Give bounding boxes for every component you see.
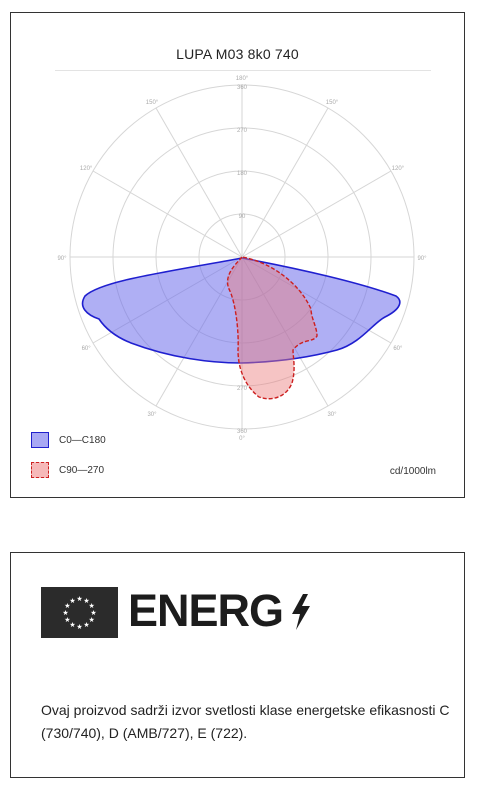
angle-label: 120°	[80, 166, 93, 172]
grid-spoke-300	[92, 170, 243, 258]
lightning-bolt-icon	[292, 594, 310, 630]
angle-label: 60°	[82, 346, 92, 352]
angle-label: 90°	[57, 256, 67, 262]
grid-spoke-60	[241, 170, 392, 258]
eu-star-icon: ★	[88, 602, 94, 610]
eu-star-icon: ★	[69, 621, 75, 629]
energy-efficiency-description: Ovaj proizvod sadrži izvor svetlosti kla…	[41, 702, 450, 741]
angle-label: 120°	[392, 166, 405, 172]
series-c90-270-curve	[226, 256, 318, 400]
angle-label: 180°	[236, 76, 249, 82]
radial-tick-label: 270	[237, 128, 248, 134]
eu-star-icon: ★	[64, 602, 70, 610]
angle-label: 150°	[146, 100, 159, 106]
eu-star-icon: ★	[88, 616, 94, 624]
radial-tick-label: 360	[237, 85, 248, 91]
eu-flag-icon: ★ ★ ★ ★ ★ ★ ★ ★ ★ ★ ★ ★	[41, 587, 118, 638]
eu-star-icon: ★	[76, 623, 82, 631]
polar-diagram-card: LUPA M03 8k0 740 90 180 270 270 360 360 180° 15…	[10, 12, 465, 498]
angle-label: 90°	[417, 256, 427, 262]
energy-logo-text: ENERG	[128, 585, 284, 636]
angle-label: 30°	[147, 412, 157, 418]
angle-label: 60°	[393, 346, 403, 352]
radial-tick-label: 180	[237, 171, 248, 177]
angle-label: 30°	[327, 412, 337, 418]
legend-swatch-c0	[31, 432, 49, 448]
grid-spoke-330	[155, 107, 243, 258]
radial-tick-label: 90	[239, 214, 246, 220]
grid-spoke-30	[241, 107, 329, 258]
legend-item-c90: C90—270	[31, 460, 104, 480]
legend-item-c0: C0—C180	[31, 430, 106, 450]
eu-star-icon: ★	[83, 621, 89, 629]
eu-star-icon: ★	[76, 595, 82, 603]
series-c0-c180-curve	[81, 257, 401, 364]
eu-star-icon: ★	[64, 616, 70, 624]
eu-star-icon: ★	[62, 609, 68, 617]
units-label: cd/1000lm	[389, 466, 436, 477]
polar-title: LUPA M03 8k0 740	[176, 46, 299, 62]
radial-tick-label: 360	[237, 429, 248, 435]
eu-star-icon: ★	[69, 597, 75, 605]
polar-chart: 90 180 270 270 360 360 180° 150° 150° 120° 120° 90°…	[57, 76, 427, 442]
energy-label-card: ★ ★ ★ ★ ★ ★ ★ ★ ★ ★ ★ ★ ENERG Ovaj proizvod sadrži …	[10, 552, 465, 778]
angle-label: 0°	[239, 436, 245, 442]
radial-tick-label: 270	[237, 386, 248, 392]
angle-label: 150°	[326, 100, 339, 106]
legend-swatch-c90	[31, 462, 49, 478]
eu-star-icon: ★	[83, 597, 89, 605]
title-divider	[55, 70, 431, 71]
legend-label-c90: C90—270	[59, 464, 105, 476]
polar-axis-labels: 90 180 270 270 360 360 180° 150° 150° 120° 120° 90°…	[57, 76, 427, 442]
eu-star-icon: ★	[90, 609, 96, 617]
legend-label-c0: C0—C180	[59, 434, 106, 446]
